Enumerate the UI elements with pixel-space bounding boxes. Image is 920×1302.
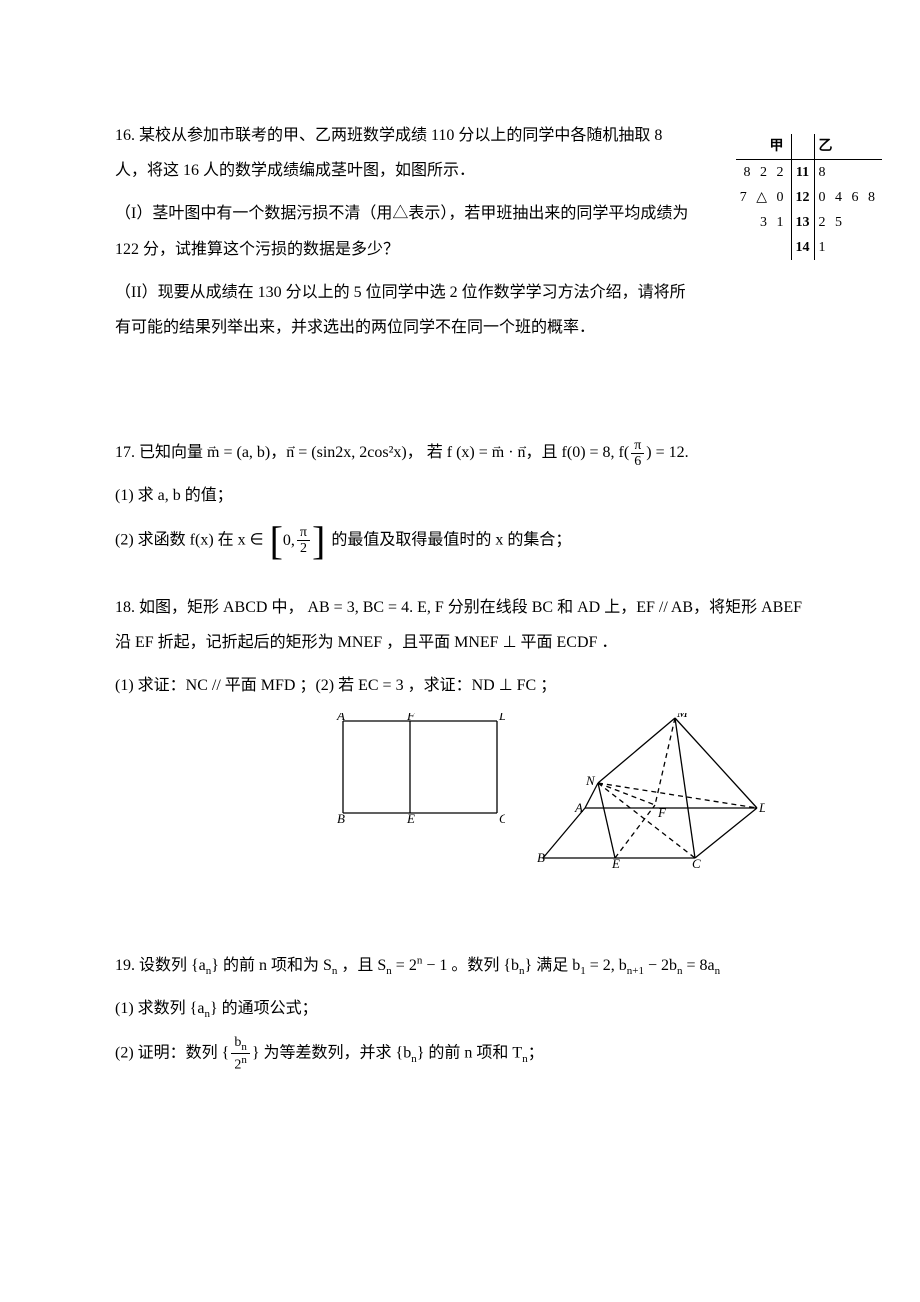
pi-over-6: π6 <box>631 438 644 470</box>
svg-text:N: N <box>585 773 596 788</box>
stemleaf-row: 8 2 2118 <box>736 160 882 186</box>
svg-text:C: C <box>499 811 505 823</box>
svg-text:B: B <box>337 811 345 823</box>
stemleaf-row: 141 <box>736 235 882 260</box>
svg-text:D: D <box>498 713 505 723</box>
stemleaf-row: 7 △ 0120 4 6 8 <box>736 185 882 210</box>
q19-number: 19. <box>115 957 135 974</box>
q18-figures: A F D B E C B E C A F D N M <box>335 713 815 868</box>
svg-text:M: M <box>676 713 689 720</box>
q18-sub: (1) 求证：NC // 平面 MFD ；(2) 若 EC = 3 ，求证：ND… <box>115 668 815 703</box>
interval-bracket: [0,π2] <box>270 522 326 560</box>
q19-sub2: (2) 证明：数列 {bn2n} 为等差数列，并求 {bn} 的前 n 项和 T… <box>115 1035 815 1073</box>
q19-sub1: (1) 求数列 {an} 的通项公式； <box>115 991 815 1026</box>
q16-number: 16. <box>115 127 135 144</box>
q17-number: 17. <box>115 444 135 461</box>
stemleaf-header-left: 甲 <box>736 134 791 160</box>
svg-text:F: F <box>406 713 416 723</box>
bn-over-2n: bn2n <box>231 1035 250 1073</box>
svg-text:B: B <box>537 850 545 865</box>
q16-part1: （I）茎叶图中有一个数据污损不清（用△表示），若甲班抽出来的同学平均成绩为 12… <box>115 196 695 266</box>
rectangle-figure: A F D B E C <box>335 713 505 823</box>
svg-text:C: C <box>692 856 701 868</box>
q16-text: 16. 某校从参加市联考的甲、乙两班数学成绩 110 分以上的同学中各随机抽取 … <box>115 118 695 188</box>
svg-text:E: E <box>406 811 415 823</box>
stemleaf-header-right: 乙 <box>814 134 882 160</box>
stem-leaf-plot: 甲 乙 8 2 2118 7 △ 0120 4 6 8 3 1132 5 141 <box>736 134 882 260</box>
folded-figure: B E C A F D N M <box>535 713 765 868</box>
q18-text: 18. 如图，矩形 ABCD 中， AB = 3, BC = 4. E, F 分… <box>115 590 815 660</box>
q17-text: 17. 已知向量 m = (a, b)，n = (sin2x, 2cos²x)，… <box>115 435 880 470</box>
q17-sub2: (2) 求函数 f(x) 在 x ∈ [0,π2] 的最值及取得最值时的 x 的… <box>115 522 880 560</box>
svg-text:A: A <box>574 800 583 815</box>
q16-part2: （II）现要从成绩在 130 分以上的 5 位同学中选 2 位作数学学习方法介绍… <box>115 275 695 345</box>
stemleaf-row: 3 1132 5 <box>736 210 882 235</box>
q18-number: 18. <box>115 599 135 616</box>
vector-m: m <box>207 444 219 461</box>
svg-text:E: E <box>611 856 620 868</box>
vector-n: n <box>286 444 294 461</box>
svg-text:A: A <box>336 713 345 723</box>
svg-text:D: D <box>758 800 765 815</box>
svg-text:F: F <box>657 805 667 820</box>
q19-text: 19. 设数列 {an} 的前 n 项和为 Sn ，且 Sn = 2n − 1 … <box>115 948 815 983</box>
q17-sub1: (1) 求 a, b 的值； <box>115 478 880 513</box>
